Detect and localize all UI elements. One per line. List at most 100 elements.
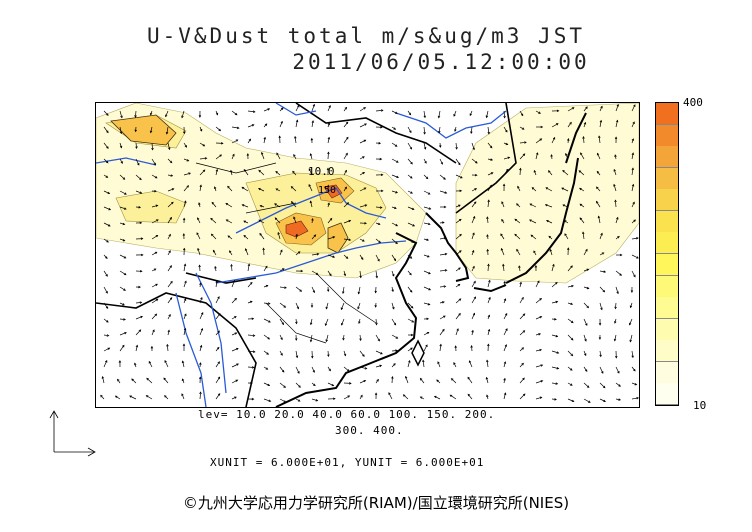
wind-arrow (407, 270, 412, 276)
wind-arrow (183, 158, 189, 162)
wind-arrowhead (316, 272, 319, 275)
wind-arrowhead (505, 328, 508, 331)
wind-arrow (151, 329, 155, 336)
wind-arrow (631, 350, 634, 358)
wind-arrowhead (614, 199, 617, 203)
wind-arrow (119, 302, 125, 306)
wind-arrowhead (441, 221, 445, 224)
wind-arrowhead (632, 201, 635, 205)
wind-arrow (451, 378, 457, 384)
wind-arrowhead (469, 113, 472, 117)
wind-arrow (467, 394, 473, 400)
wind-arrow (615, 398, 621, 401)
wind-arrowhead (122, 238, 126, 242)
wind-arrow (231, 363, 239, 368)
wind-arrow (135, 190, 142, 194)
wind-arrowhead (344, 106, 348, 110)
wind-arrowhead (501, 201, 504, 204)
wind-arrowhead (419, 377, 423, 381)
wind-arrowhead (184, 280, 187, 284)
wind-arrowhead (234, 112, 238, 116)
wind-arrowhead (106, 113, 109, 116)
wind-arrowhead (428, 287, 432, 291)
wind-arrow (119, 318, 126, 320)
wind-arrowhead (458, 298, 462, 301)
colorbar-segment (656, 167, 678, 190)
wind-arrowhead (500, 247, 504, 251)
wind-arrowhead (186, 159, 190, 162)
wind-arrowhead (514, 218, 518, 222)
wind-arrow (530, 234, 537, 240)
wind-arrowhead (561, 187, 564, 190)
wind-arrowhead (633, 104, 636, 107)
wind-arrow (167, 188, 174, 192)
wind-arrowhead (134, 115, 137, 118)
wind-arrow (103, 286, 108, 294)
wind-arrowhead (613, 183, 616, 187)
wind-arrowhead (634, 382, 638, 386)
wind-arrow (391, 110, 398, 114)
wind-arrowhead (505, 142, 509, 146)
wind-arrowhead (443, 285, 447, 288)
wind-arrowhead (199, 128, 203, 132)
wind-arrow (503, 126, 508, 133)
wind-arrow (535, 298, 542, 304)
wind-arrowhead (562, 204, 565, 207)
wind-arrowhead (154, 189, 157, 193)
wind-arrowhead (198, 202, 201, 205)
wind-arrowhead (393, 127, 397, 130)
colorbar-max-label: 400 (683, 96, 703, 109)
wind-arrow (630, 302, 633, 308)
wind-arrow (311, 270, 319, 275)
wind-arrow (471, 296, 476, 304)
wind-arrowhead (349, 382, 352, 385)
wind-arrow (503, 169, 509, 176)
wind-arrowhead (123, 256, 127, 259)
wind-arrow (327, 152, 329, 160)
wind-arrowhead (633, 368, 636, 372)
wind-arrow (359, 107, 366, 112)
colorbar-segment (656, 275, 678, 298)
wind-arrow (471, 266, 475, 272)
wind-arrowhead (310, 305, 314, 308)
wind-arrow (615, 217, 619, 224)
wind-arrowhead (283, 305, 287, 308)
wind-arrowhead (249, 300, 253, 304)
colorbar-segment (656, 340, 678, 363)
wind-arrowhead (183, 298, 187, 301)
wind-arrowhead (123, 318, 126, 321)
wind-arrowhead (583, 121, 587, 125)
wind-arrowhead (485, 376, 489, 380)
wind-arrowhead (455, 146, 458, 150)
wind-arrowhead (490, 158, 494, 161)
wind-arrowhead (521, 296, 524, 300)
wind-arrowhead (599, 354, 602, 358)
wind-arrow (311, 234, 316, 240)
wind-arrow (115, 395, 121, 400)
wind-arrowhead (294, 338, 298, 341)
wind-arrowhead (214, 265, 217, 269)
wind-arrow (535, 396, 542, 400)
wind-arrowhead (137, 162, 140, 166)
wind-arrow (327, 236, 335, 240)
wind-arrowhead (423, 115, 427, 119)
wind-arrowhead (375, 275, 379, 279)
wind-arrow (375, 365, 382, 368)
wind-arrowhead (473, 280, 476, 284)
wind-arrowhead (344, 186, 347, 190)
wind-arrowhead (347, 369, 350, 372)
wind-arrowhead (169, 216, 172, 220)
wind-arrow (119, 190, 127, 195)
wind-arrowhead (472, 147, 475, 151)
wind-arrow (503, 281, 506, 288)
wind-arrowhead (522, 377, 525, 381)
wind-arrow (102, 376, 105, 384)
wind-arrowhead (181, 378, 185, 382)
wind-arrowhead (613, 338, 617, 342)
wind-arrow (391, 302, 395, 310)
wind-arrowhead (327, 354, 330, 358)
wind-arrowhead (227, 235, 231, 238)
wind-arrow (487, 142, 493, 149)
wind-arrowhead (138, 206, 142, 209)
wind-arrow (403, 394, 409, 400)
